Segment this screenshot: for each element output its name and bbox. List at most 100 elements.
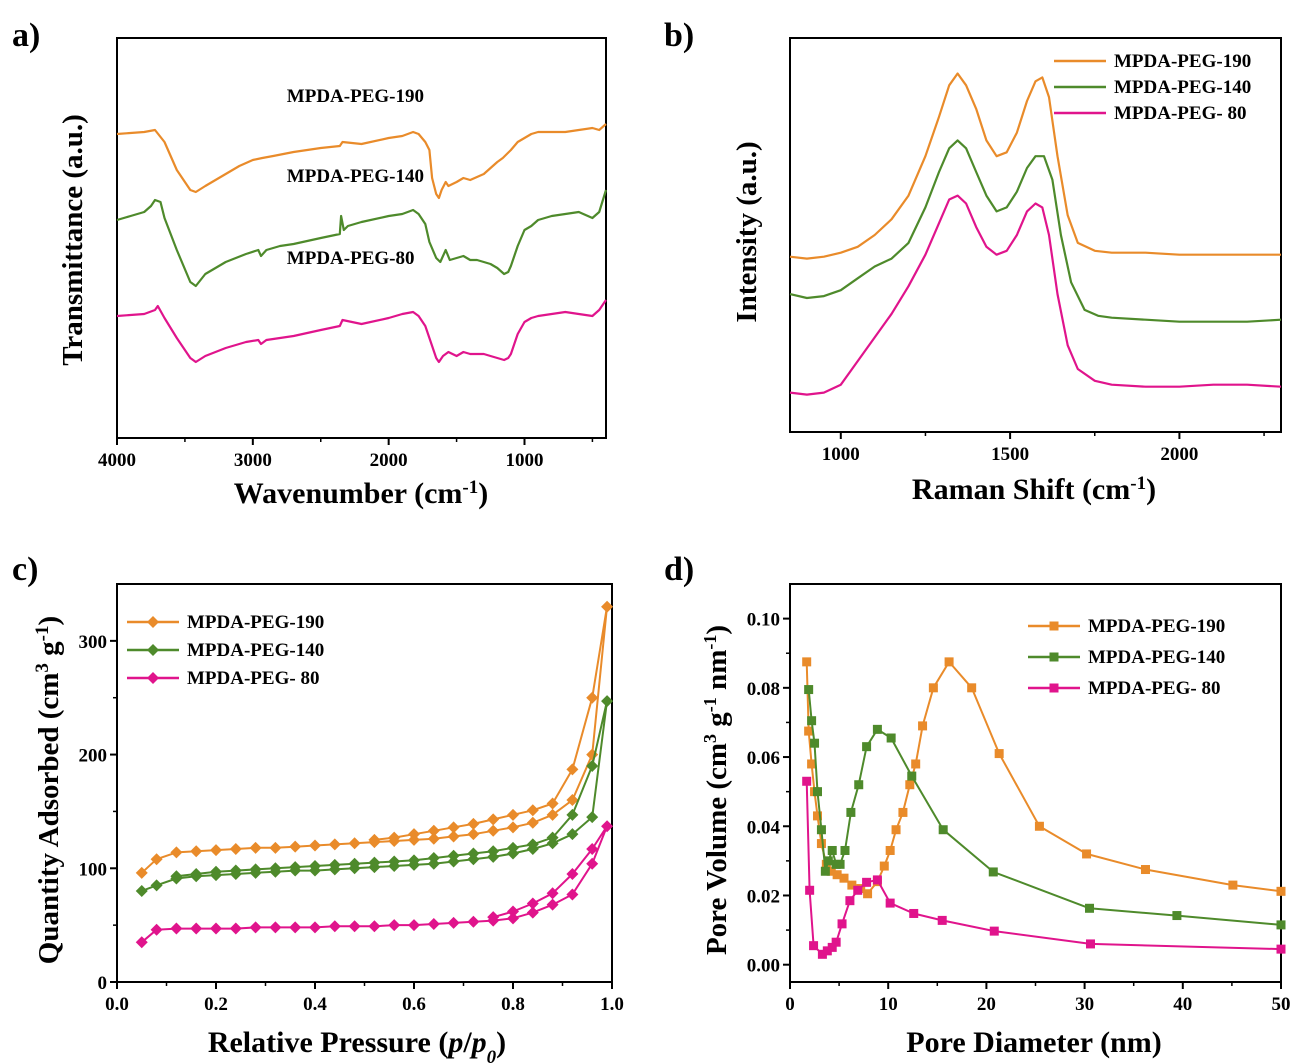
panel-a-y-axis-title: Transmittance (a.u.): [57, 114, 89, 366]
panel-c-point-mpda-peg-190: [427, 824, 440, 837]
panel-d-point-mpda-peg-140: [820, 866, 830, 876]
panel-b-series-mpda-peg-190: [789, 72, 1281, 260]
panel-d-point-mpda-peg-190: [1034, 821, 1044, 831]
panel-a-x-axis-title: Wavenumber (cm-1): [234, 477, 488, 511]
panel-d-point-mpda-peg-140: [807, 716, 817, 726]
panel-c-point-mpda-peg-80: [210, 922, 222, 935]
panel-c-point-mpda-peg-190: [190, 845, 203, 858]
panel-d-point-mpda-peg-80: [862, 877, 872, 887]
panel-c-point-mpda-peg-190: [150, 853, 163, 866]
panel-c-point-legend-mpda-peg-140: [147, 644, 159, 656]
panel-c-point-mpda-peg-140: [586, 811, 599, 824]
panel-c-point-mpda-peg-190: [289, 840, 302, 853]
panel-c-point-mpda-peg-190: [507, 808, 519, 821]
panel-d-point-mpda-peg-190: [826, 866, 836, 876]
panel-c-x-axis-title: Relative Pressure (p/p0): [208, 1026, 506, 1064]
panel-c-point-mpda-peg-190: [507, 821, 519, 834]
panel-d-point-legend-mpda-peg-140: [1049, 652, 1059, 662]
panel-c-legend-label-mpda-peg-80: MPDA-PEG- 80: [187, 668, 319, 689]
panel-c-point-mpda-peg-140: [586, 759, 599, 772]
panel-c-point-mpda-peg-80: [586, 842, 599, 855]
panel-d-point-mpda-peg-140: [827, 845, 837, 855]
panel-d-y-axis-title: Pore Volume (cm3 g-1 nm-1): [700, 625, 733, 955]
panel-d-point-mpda-peg-80: [805, 885, 815, 895]
panel-c-point-mpda-peg-80: [368, 920, 381, 933]
panel-c-point-mpda-peg-190: [309, 839, 321, 852]
panel-d-point-mpda-peg-190: [802, 657, 812, 667]
panel-c-point-mpda-peg-190: [229, 842, 242, 855]
panel-c-point-legend-mpda-peg-190: [147, 616, 159, 628]
panel-d-point-mpda-peg-190: [1082, 849, 1092, 859]
panel-c-x-tick-label: 0.4: [303, 994, 327, 1015]
panel-d-point-mpda-peg-80: [817, 949, 827, 959]
panel-c-point-mpda-peg-140: [150, 879, 163, 892]
panel-d-point-mpda-peg-190: [967, 683, 977, 693]
panel-c-point-mpda-peg-190: [601, 600, 614, 613]
panel-d-point-mpda-peg-80: [831, 937, 841, 947]
panel-b-letter: b): [664, 17, 694, 54]
panel-c-point-mpda-peg-80: [526, 906, 539, 919]
panel-d-point-mpda-peg-190: [928, 683, 938, 693]
panel-d-point-mpda-peg-190: [816, 839, 826, 849]
panel-c-letter: c): [12, 551, 38, 588]
panel-d-point-mpda-peg-140: [1276, 920, 1286, 930]
panel-d-y-tick-label: 0.02: [747, 886, 780, 907]
panel-c-point-mpda-peg-80: [546, 898, 559, 911]
panel-c-point-mpda-peg-190: [328, 838, 341, 851]
panel-d-point-mpda-peg-190: [832, 870, 842, 880]
panel-c-point-mpda-peg-140: [546, 831, 559, 844]
panel-c-y-tick-label: 300: [79, 632, 108, 653]
panel-c-point-mpda-peg-140: [526, 838, 539, 851]
panel-c-point-mpda-peg-140: [368, 856, 381, 869]
panel-c-point-mpda-peg-140: [507, 841, 519, 854]
panel-d-point-mpda-peg-190: [839, 873, 849, 883]
panel-c-point-mpda-peg-140: [408, 854, 420, 867]
panel-d-x-tick-label: 20: [977, 994, 996, 1015]
panel-c-point-mpda-peg-190: [269, 841, 282, 854]
panel-d-point-mpda-peg-190: [885, 845, 895, 855]
panel-c-point-mpda-peg-190: [210, 844, 222, 857]
panel-c-point-mpda-peg-190: [546, 797, 559, 810]
panel-d-point-mpda-peg-80: [845, 896, 855, 906]
panel-c-point-mpda-peg-80: [309, 921, 321, 934]
panel-c-point-mpda-peg-80: [269, 921, 282, 934]
panel-d-x-tick-label: 40: [1173, 994, 1192, 1015]
panel-c-point-mpda-peg-190: [526, 816, 539, 829]
panel-d-point-mpda-peg-190: [905, 780, 915, 790]
panel-d-legend-label-mpda-peg-80: MPDA-PEG- 80: [1088, 678, 1220, 699]
panel-c-point-mpda-peg-140: [447, 849, 460, 862]
panel-c-point-mpda-peg-140: [328, 858, 341, 871]
panel-d-point-mpda-peg-80: [872, 875, 882, 885]
panel-d-pore-size-chart: 0 10 20 30 40 50 0.00 0.02 0.04 0.06 0.08 0.10 MPDA-…: [747, 583, 1291, 1015]
panel-c-point-mpda-peg-80: [467, 915, 480, 928]
panel-d-point-mpda-peg-190: [1276, 886, 1286, 896]
panel-d-legend-label-mpda-peg-190: MPDA-PEG-190: [1088, 616, 1225, 637]
panel-b-y-axis-title: Intensity (a.u.): [731, 141, 763, 322]
panel-d-point-mpda-peg-80: [1276, 944, 1286, 954]
panel-c-point-mpda-peg-190: [467, 817, 480, 830]
panel-c-y-axis-title: Quantity Adsorbed (cm3 g-1): [32, 616, 66, 964]
panel-c-point-mpda-peg-190: [170, 846, 183, 859]
panel-d-y-tick-label: 0.04: [747, 817, 781, 838]
panel-a-series-mpda-peg-190: [116, 123, 607, 200]
panel-b-series-mpda-peg-80: [789, 194, 1282, 396]
panel-c-point-mpda-peg-80: [586, 857, 599, 870]
panel-d-point-mpda-peg-80: [909, 908, 919, 918]
panel-a-series-label-mpda-peg-190: MPDA-PEG-190: [287, 86, 424, 107]
panel-b-legend-label-mpda-peg-140: MPDA-PEG-140: [1114, 77, 1251, 98]
panel-a-x-tick-label: 4000: [98, 450, 136, 471]
panel-b-x-tick-label: 1000: [822, 444, 860, 465]
panel-d-point-mpda-peg-80: [802, 776, 812, 786]
panel-c-point-legend-mpda-peg-80: [147, 672, 159, 684]
panel-c-point-mpda-peg-80: [328, 920, 341, 933]
panel-c-point-mpda-peg-190: [348, 837, 361, 850]
panel-d-y-tick-label: 0.08: [747, 679, 780, 700]
panel-a-series-mpda-peg-140: [116, 189, 608, 288]
panel-c-point-mpda-peg-80: [190, 922, 203, 935]
panel-d-series-mpda-peg-190: [805, 660, 1282, 895]
panel-d-point-mpda-peg-80: [822, 946, 832, 956]
panel-d-point-mpda-peg-140: [804, 685, 814, 695]
panel-d-x-tick-label: 10: [879, 994, 898, 1015]
panel-c-point-mpda-peg-80: [487, 911, 500, 924]
